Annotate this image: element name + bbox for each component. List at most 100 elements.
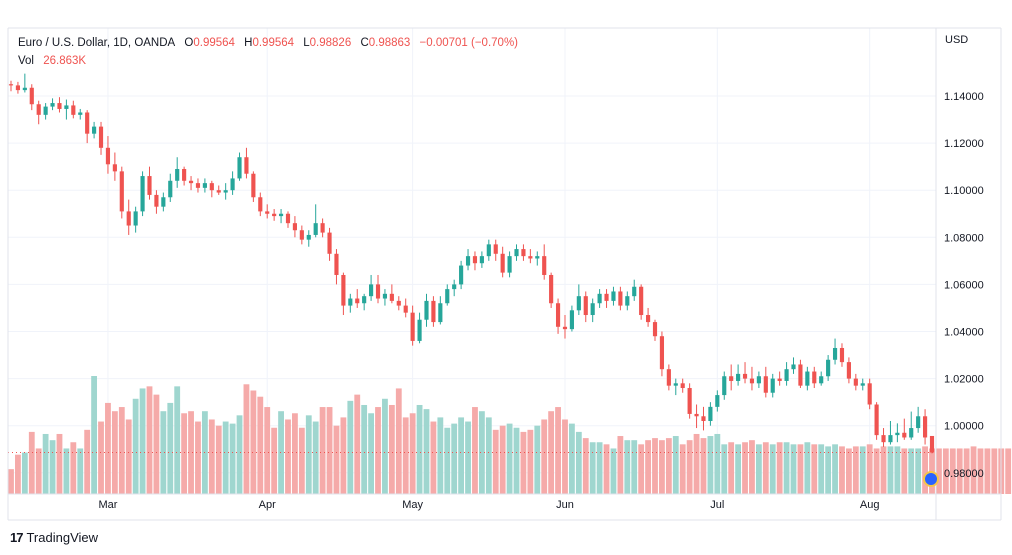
candle-body — [597, 293, 602, 304]
volume-bar — [645, 440, 651, 494]
volume-bar — [970, 446, 977, 494]
volume-bar — [638, 444, 645, 494]
volume-bar — [174, 386, 181, 494]
price-tick-label: 1.04000 — [944, 327, 984, 339]
candle-body — [92, 126, 97, 134]
candle-body — [687, 388, 692, 414]
candle-body — [36, 104, 41, 115]
volume-bar — [118, 407, 125, 494]
dividend-event-icon[interactable] — [923, 471, 939, 487]
volume-bar — [527, 429, 534, 494]
candle-body — [334, 253, 339, 275]
volume-bar — [804, 442, 811, 494]
volume-bar — [811, 444, 818, 494]
volume-bar — [749, 440, 755, 494]
volume-bar — [167, 402, 174, 494]
volume-bar — [139, 388, 146, 494]
volume-label[interactable]: Vol — [18, 55, 34, 67]
open-label: O — [184, 37, 194, 49]
candle-body — [327, 232, 332, 254]
candle-body — [611, 291, 616, 301]
candle-body — [251, 173, 256, 198]
volume-bar — [617, 436, 624, 494]
volume-bar — [686, 440, 693, 494]
candle-body — [223, 190, 228, 193]
price-tick-label: 0.98000 — [944, 468, 984, 480]
volume-bar — [271, 427, 278, 494]
candle-body — [839, 347, 845, 363]
grid-lines — [8, 28, 936, 494]
volume-bar — [894, 446, 901, 494]
date-tick-label: Apr — [259, 499, 276, 511]
volume-bar — [423, 409, 430, 494]
candle-body — [569, 310, 574, 330]
candle-body — [452, 284, 457, 290]
volume-bar — [735, 444, 742, 494]
close-value: 0.98863 — [368, 37, 411, 49]
price-tick-label: 1.10000 — [944, 185, 984, 197]
candle-body — [119, 171, 124, 212]
volume-bar — [534, 425, 541, 494]
candle-body — [64, 105, 69, 109]
candle-body — [632, 286, 637, 297]
candle-body — [812, 371, 817, 384]
candle-body — [659, 336, 665, 370]
volume-bar — [77, 448, 84, 494]
candle-body — [576, 296, 581, 311]
volume-bar — [354, 394, 361, 494]
tradingview-brand[interactable]: 17 TradingView — [10, 530, 98, 545]
symbol-label[interactable]: Euro / U.S. Dollar, 1D, OANDA — [18, 37, 176, 49]
price-tick-label: 1.12000 — [944, 138, 984, 150]
candle-body — [175, 169, 180, 181]
candle-body — [784, 369, 789, 381]
volume-bar — [416, 404, 423, 494]
volume-bar — [63, 448, 70, 494]
volume-bar — [181, 413, 188, 494]
candle-body — [285, 213, 291, 224]
candle-body — [625, 296, 630, 306]
candle-body — [805, 371, 810, 386]
volume-bar — [652, 438, 658, 494]
volume-bar — [91, 376, 98, 494]
legend-price-row: Euro / U.S. Dollar, 1D, OANDA O0.99564 H… — [18, 34, 518, 52]
volume-bar — [292, 413, 298, 494]
volume-bar — [520, 431, 527, 494]
candle-body — [29, 87, 34, 105]
volume-bar — [797, 444, 804, 494]
volume-value: 26.863K — [43, 55, 87, 67]
volume-bar — [839, 446, 845, 494]
volume-bar — [832, 444, 838, 494]
volume-bar — [942, 448, 949, 494]
volume-bar — [728, 442, 735, 494]
volume-bar — [714, 433, 721, 494]
volume-bar — [991, 448, 998, 494]
candle-body — [514, 249, 519, 257]
low-label: L — [303, 37, 310, 49]
price-tick-label: 1.08000 — [944, 232, 984, 244]
candle-body — [362, 296, 367, 304]
candle-body — [410, 312, 415, 341]
volume-bar — [451, 423, 458, 494]
volume-bar — [188, 411, 194, 494]
candle-body — [8, 84, 14, 86]
candle-body — [666, 369, 671, 386]
volume-bar — [98, 421, 104, 494]
volume-bar — [562, 419, 568, 494]
candle-body — [874, 404, 879, 436]
candle-body — [320, 223, 325, 233]
candle-body — [389, 293, 394, 301]
volume-bar — [762, 442, 769, 494]
low-value: 0.98826 — [309, 37, 352, 49]
candle-body — [147, 176, 152, 195]
volume-bar — [56, 433, 63, 494]
volume-bar — [721, 444, 728, 494]
currency-label[interactable]: USD — [945, 34, 969, 46]
candle-body — [71, 105, 76, 115]
candle-body — [78, 112, 83, 115]
candle-body — [562, 326, 568, 330]
price-tick-label: 1.14000 — [944, 91, 984, 103]
volume-bar — [665, 438, 672, 494]
price-tick-label: 1.00000 — [944, 421, 984, 433]
